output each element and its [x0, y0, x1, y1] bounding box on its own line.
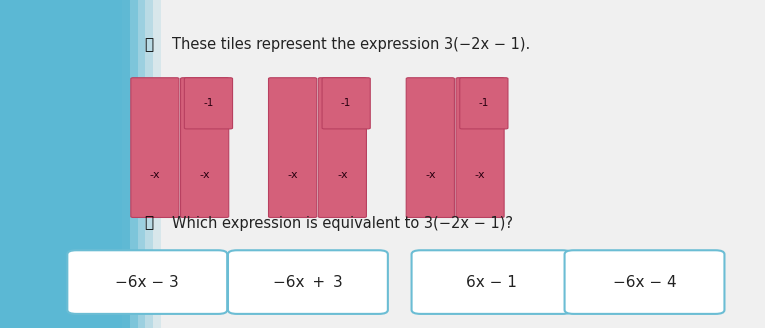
Text: -1: -1 [341, 98, 351, 108]
Text: 🔊: 🔊 [145, 215, 154, 231]
Text: −6x − 4: −6x − 4 [613, 275, 676, 290]
FancyBboxPatch shape [228, 250, 388, 314]
FancyBboxPatch shape [67, 250, 227, 314]
FancyBboxPatch shape [460, 78, 508, 129]
Text: −6x  +  3: −6x + 3 [273, 275, 343, 290]
FancyBboxPatch shape [412, 250, 571, 314]
FancyBboxPatch shape [318, 78, 366, 217]
FancyBboxPatch shape [181, 78, 229, 217]
Text: 🔊: 🔊 [145, 37, 154, 52]
Text: -x: -x [425, 170, 435, 180]
Text: -x: -x [337, 170, 347, 180]
FancyBboxPatch shape [456, 78, 504, 217]
Text: These tiles represent the expression 3(−2x − 1).: These tiles represent the expression 3(−… [172, 37, 530, 52]
FancyBboxPatch shape [131, 78, 179, 217]
FancyBboxPatch shape [406, 78, 454, 217]
FancyBboxPatch shape [565, 250, 724, 314]
Text: -1: -1 [203, 98, 213, 108]
Text: −6x − 3: −6x − 3 [116, 275, 179, 290]
FancyBboxPatch shape [269, 78, 317, 217]
Text: 6x − 1: 6x − 1 [466, 275, 517, 290]
Text: -1: -1 [479, 98, 489, 108]
Text: -x: -x [288, 170, 298, 180]
FancyBboxPatch shape [322, 78, 370, 129]
Text: Which expression is equivalent to 3(−2x − 1)?: Which expression is equivalent to 3(−2x … [172, 215, 513, 231]
Text: -x: -x [150, 170, 160, 180]
Text: -x: -x [475, 170, 485, 180]
Text: -x: -x [200, 170, 210, 180]
FancyBboxPatch shape [184, 78, 233, 129]
